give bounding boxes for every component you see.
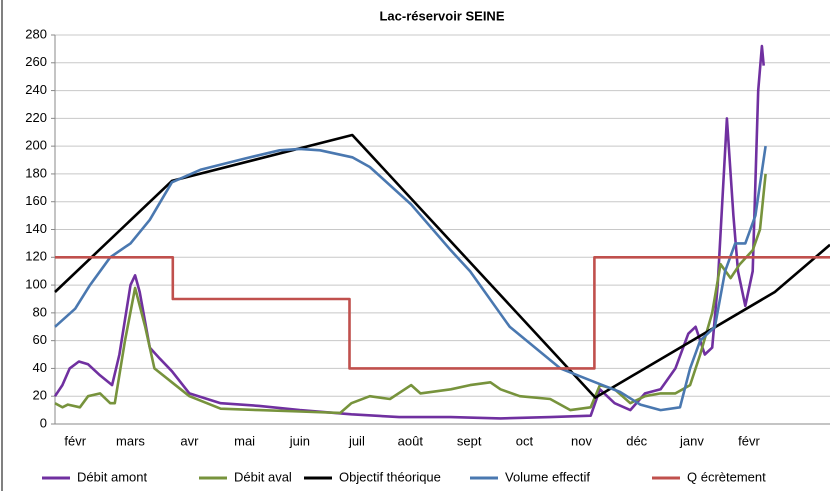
x-tick-label: mars bbox=[116, 433, 145, 448]
legend-label: Objectif théorique bbox=[339, 469, 441, 484]
x-tick-label: févr bbox=[64, 433, 86, 448]
x-tick-label: oct bbox=[516, 433, 534, 448]
series-line bbox=[54, 133, 830, 399]
x-tick-label: janv bbox=[679, 433, 704, 448]
y-tick-label: 100 bbox=[25, 277, 47, 292]
y-tick-label: 40 bbox=[33, 360, 47, 375]
series-line bbox=[55, 256, 830, 370]
y-tick-label: 80 bbox=[33, 304, 47, 319]
y-tick-label: 140 bbox=[25, 221, 47, 236]
x-tick-label: avr bbox=[180, 433, 199, 448]
y-tick-label: 240 bbox=[25, 82, 47, 97]
y-tick-label: 160 bbox=[25, 193, 47, 208]
legend-label: Débit aval bbox=[234, 469, 292, 484]
series-line bbox=[54, 173, 767, 415]
series-line bbox=[53, 44, 765, 420]
chart-title: Lac-réservoir SEINE bbox=[379, 8, 504, 23]
series-line bbox=[54, 145, 767, 412]
x-tick-label: sept bbox=[457, 433, 482, 448]
y-tick-label: 20 bbox=[33, 388, 47, 403]
x-tick-label: févr bbox=[738, 433, 760, 448]
x-tick-label: nov bbox=[571, 433, 592, 448]
legend-label: Débit amont bbox=[77, 469, 147, 484]
y-tick-label: 180 bbox=[25, 165, 47, 180]
y-tick-label: 120 bbox=[25, 249, 47, 264]
y-tick-label: 0 bbox=[40, 415, 47, 430]
y-tick-label: 200 bbox=[25, 138, 47, 153]
y-tick-label: 60 bbox=[33, 332, 47, 347]
legend-label: Volume effectif bbox=[505, 469, 590, 484]
y-tick-label: 260 bbox=[25, 54, 47, 69]
x-tick-label: déc bbox=[626, 433, 647, 448]
y-tick-label: 220 bbox=[25, 110, 47, 125]
x-tick-label: mai bbox=[234, 433, 255, 448]
y-tick-label: 280 bbox=[25, 26, 47, 41]
legend-label: Q écrètement bbox=[687, 469, 766, 484]
x-tick-label: août bbox=[398, 433, 424, 448]
x-tick-label: juin bbox=[289, 433, 310, 448]
x-tick-label: juil bbox=[348, 433, 365, 448]
